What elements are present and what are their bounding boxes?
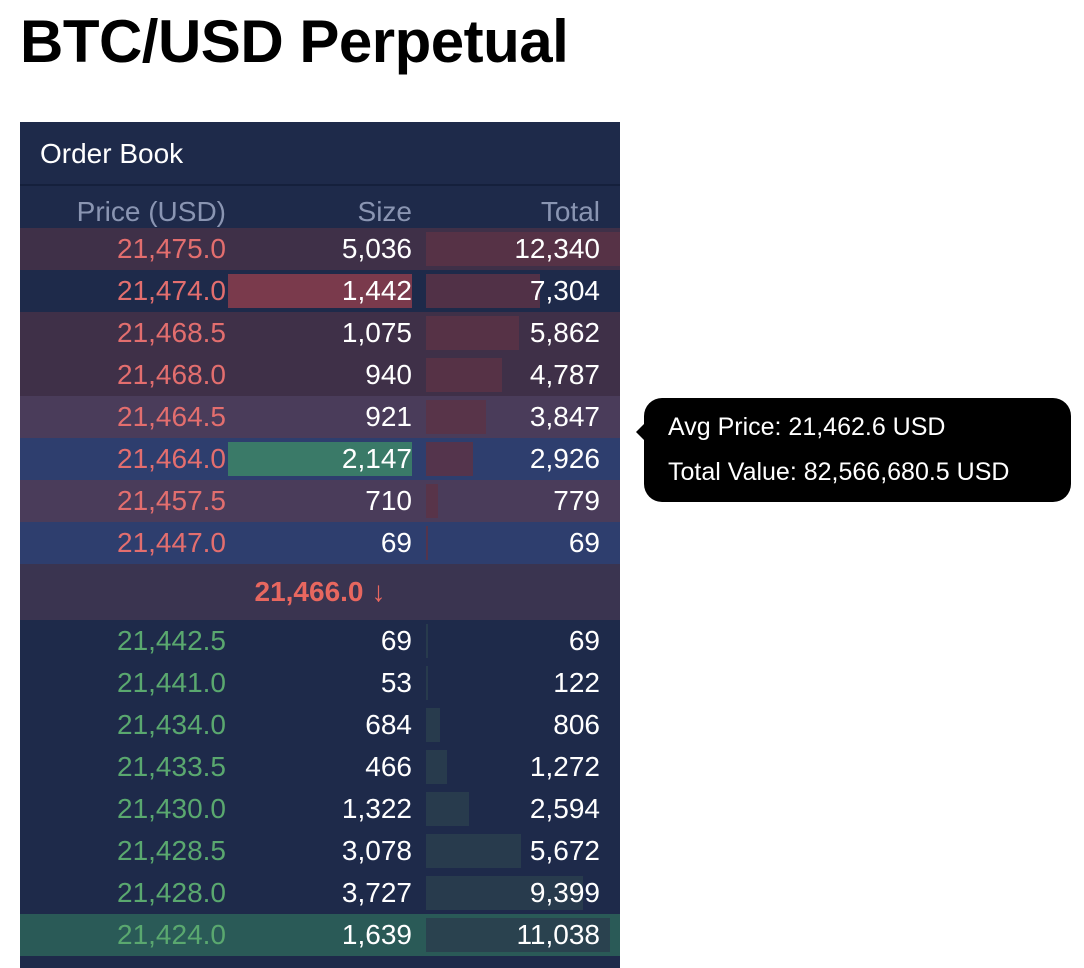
size-cell: 684 — [365, 709, 412, 740]
total-depth-bar — [426, 358, 502, 392]
total-cell: 122 — [553, 667, 600, 698]
total-cell: 779 — [553, 485, 600, 516]
total-depth-bar — [426, 274, 540, 308]
spread-price: 21,466.0 ↓ — [20, 564, 620, 620]
bid-row[interactable]: 21,428.5 3,078 5,672 — [20, 830, 620, 872]
bids-list: 21,442.5 69 69 21,441.0 53 122 21,434.0 684 806 2… — [20, 620, 620, 956]
total-cell: 69 — [568, 527, 600, 558]
size-cell: 53 — [380, 667, 412, 698]
last-price: 21,466.0 — [254, 576, 364, 607]
bid-row[interactable]: 21,424.0 1,639 11,038 — [20, 914, 620, 956]
size-highlight-bar — [228, 442, 412, 476]
total-cell: 9,399 — [529, 877, 600, 908]
tooltip-total-value: Total Value: 82,566,680.5 USD — [668, 458, 1010, 486]
size-cell: 466 — [365, 751, 412, 782]
ask-row[interactable]: 21,464.0 2,147 2,926 — [20, 438, 620, 480]
bid-row[interactable]: 21,442.5 69 69 — [20, 620, 620, 662]
price-cell: 21,442.5 — [117, 625, 226, 656]
size-cell: 3,078 — [341, 835, 412, 866]
size-cell: 921 — [365, 401, 412, 432]
total-depth-bar — [426, 232, 620, 266]
price-column-header: Price (USD) — [76, 196, 226, 227]
column-headers: Price (USD) Size Total — [20, 186, 620, 228]
total-cell: 11,038 — [516, 919, 600, 950]
total-depth-bar — [426, 624, 428, 658]
size-cell: 2,147 — [341, 443, 412, 474]
bid-row[interactable]: 21,433.5 466 1,272 — [20, 746, 620, 788]
total-depth-bar — [426, 876, 583, 910]
price-cell: 21,468.5 — [117, 317, 226, 348]
price-cell: 21,464.0 — [117, 443, 226, 474]
total-cell: 5,672 — [529, 835, 600, 866]
total-depth-bar — [426, 918, 610, 952]
ask-row[interactable]: 21,464.5 921 3,847 — [20, 396, 620, 438]
total-depth-bar — [426, 792, 469, 826]
total-cell: 3,847 — [529, 401, 600, 432]
total-cell: 4,787 — [529, 359, 600, 390]
price-cell: 21,464.5 — [117, 401, 226, 432]
ask-row[interactable]: 21,457.5 710 779 — [20, 480, 620, 522]
total-cell: 12,340 — [514, 233, 600, 264]
size-cell: 69 — [380, 625, 412, 656]
price-cell: 21,457.5 — [117, 485, 226, 516]
total-depth-bar — [426, 400, 486, 434]
price-cell: 21,428.5 — [117, 835, 226, 866]
ask-row[interactable]: 21,475.0 5,036 12,340 — [20, 228, 620, 270]
total-depth-bar — [426, 834, 521, 868]
price-cell: 21,433.5 — [117, 751, 226, 782]
bid-row[interactable]: 21,434.0 684 806 — [20, 704, 620, 746]
bid-row[interactable]: 21,430.0 1,322 2,594 — [20, 788, 620, 830]
total-depth-bar — [426, 708, 440, 742]
total-cell: 1,272 — [529, 751, 600, 782]
total-cell: 2,926 — [529, 443, 600, 474]
price-cell: 21,441.0 — [117, 667, 226, 698]
price-cell: 21,434.0 — [117, 709, 226, 740]
total-depth-bar — [426, 484, 438, 518]
size-cell: 940 — [365, 359, 412, 390]
size-cell: 5,036 — [341, 233, 412, 264]
bid-row[interactable]: 21,428.0 3,727 9,399 — [20, 872, 620, 914]
size-column-header: Size — [357, 196, 412, 227]
ask-row[interactable]: 21,468.5 1,075 5,862 — [20, 312, 620, 354]
size-cell: 1,639 — [341, 919, 412, 950]
price-cell: 21,430.0 — [117, 793, 226, 824]
page-title: BTC/USD Perpetual — [20, 8, 569, 75]
size-cell: 1,442 — [341, 275, 412, 306]
size-cell: 3,727 — [341, 877, 412, 908]
order-book-title: Order Book — [20, 122, 620, 186]
price-cell: 21,428.0 — [117, 877, 226, 908]
total-depth-bar — [426, 750, 447, 784]
price-cell: 21,474.0 — [117, 275, 226, 306]
total-depth-bar — [426, 666, 428, 700]
size-highlight-bar — [228, 274, 412, 308]
total-depth-bar — [426, 526, 428, 560]
price-cell: 21,475.0 — [117, 233, 226, 264]
size-cell: 69 — [380, 527, 412, 558]
size-cell: 1,075 — [341, 317, 412, 348]
total-column-header: Total — [540, 196, 600, 227]
total-cell: 806 — [553, 709, 600, 740]
bid-row[interactable]: 21,441.0 53 122 — [20, 662, 620, 704]
total-cell: 69 — [568, 625, 600, 656]
tooltip-avg-price: Avg Price: 21,462.6 USD — [668, 413, 946, 441]
depth-tooltip: Avg Price: 21,462.6 USD Total Value: 82,… — [636, 398, 1071, 502]
price-cell: 21,447.0 — [117, 527, 226, 558]
total-depth-bar — [426, 442, 473, 476]
ask-row[interactable]: 21,474.0 1,442 7,304 — [20, 270, 620, 312]
ask-row[interactable]: 21,468.0 940 4,787 — [20, 354, 620, 396]
size-cell: 1,322 — [341, 793, 412, 824]
total-depth-bar — [426, 316, 519, 350]
size-cell: 710 — [365, 485, 412, 516]
asks-list: 21,475.0 5,036 12,340 21,474.0 1,442 7,304 21,… — [20, 228, 620, 564]
down-arrow-icon: ↓ — [371, 576, 386, 607]
total-cell: 7,304 — [529, 275, 600, 306]
total-cell: 2,594 — [529, 793, 600, 824]
price-cell: 21,424.0 — [117, 919, 226, 950]
price-cell: 21,468.0 — [117, 359, 226, 390]
ask-row[interactable]: 21,447.0 69 69 — [20, 522, 620, 564]
total-cell: 5,862 — [529, 317, 600, 348]
order-book-panel: Order Book Price (USD) Size Total 21,475… — [20, 122, 620, 968]
